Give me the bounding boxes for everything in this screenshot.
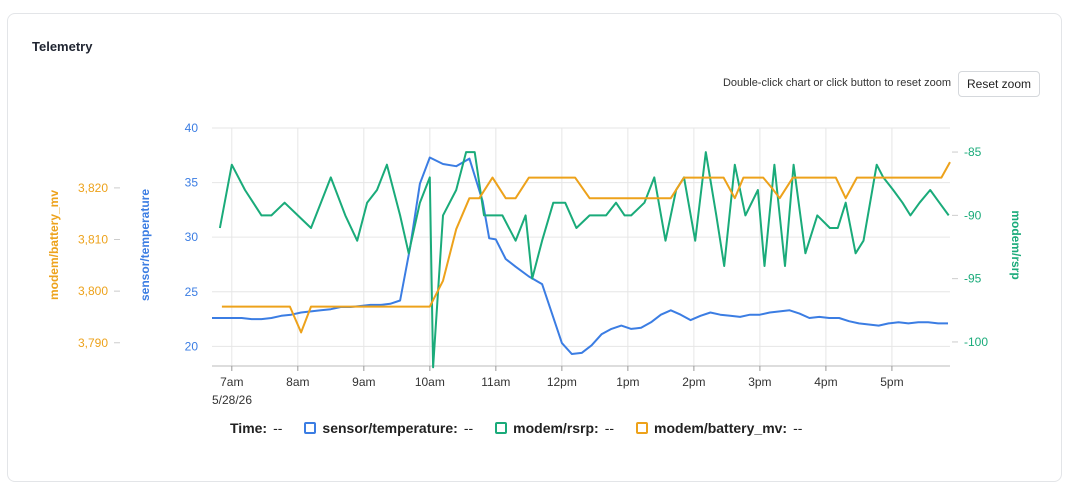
legend-label-battery: modem/battery_mv: [654,420,788,436]
temperature-tick-label: 25 [185,285,199,299]
legend-time-value: -- [273,420,283,436]
battery-tick-label: 3,810 [78,233,108,247]
battery-tick-label: 3,790 [78,336,108,350]
rsrp-tick-label: -95 [964,272,982,286]
reset-zoom-button[interactable]: Reset zoom [958,71,1040,97]
legend-label-temperature: sensor/temperature: [322,420,458,436]
x-tick-label: 7am [220,375,243,389]
x-tick-label: 1pm [616,375,639,389]
battery-tick-label: 3,800 [78,284,108,298]
legend-value-temperature: -- [463,420,474,436]
temperature-tick-label: 20 [185,339,199,353]
x-tick-label: 4pm [814,375,837,389]
legend: Time: -- sensor/temperature: -- modem/rs… [230,420,824,436]
panel-title: Telemetry [32,39,93,54]
battery-tick-label: 3,820 [78,181,108,195]
rsrp-tick-label: -90 [964,208,982,222]
series-line-modem-rsrp [218,151,950,369]
x-date-label: 5/28/26 [212,393,252,407]
series-line-sensor-temperature [212,156,948,355]
rsrp-tick-label: -85 [964,145,982,159]
legend-swatch-rsrp [495,422,508,434]
telemetry-panel [7,13,1062,482]
x-tick-label: 8am [286,375,309,389]
temperature-axis-title: sensor/temperature [138,189,152,301]
x-tick-label: 11am [481,375,510,389]
legend-label-rsrp: modem/rsrp: [513,420,599,436]
series-line-modem-battery_mv [221,161,951,334]
temperature-tick-label: 40 [185,121,199,135]
legend-time-label: Time: [230,420,268,436]
rsrp-tick-label: -100 [964,335,988,349]
rsrp-axis-title: modem/rsrp [1009,210,1023,279]
temperature-tick-label: 35 [185,176,199,190]
legend-swatch-battery [636,422,649,434]
x-tick-label: 12pm [547,375,577,389]
battery-axis-title: modem/battery_mv [47,190,61,300]
x-tick-label: 9am [352,375,375,389]
reset-zoom-hint: Double-click chart or click button to re… [722,77,951,89]
legend-value-battery: -- [793,420,803,436]
legend-swatch-temperature [304,422,317,434]
x-tick-label: 10am [415,375,445,389]
legend-value-rsrp: -- [604,420,615,436]
x-tick-label: 2pm [682,375,705,389]
x-tick-label: 5pm [880,375,903,389]
temperature-tick-label: 30 [185,230,199,244]
x-tick-label: 3pm [748,375,771,389]
